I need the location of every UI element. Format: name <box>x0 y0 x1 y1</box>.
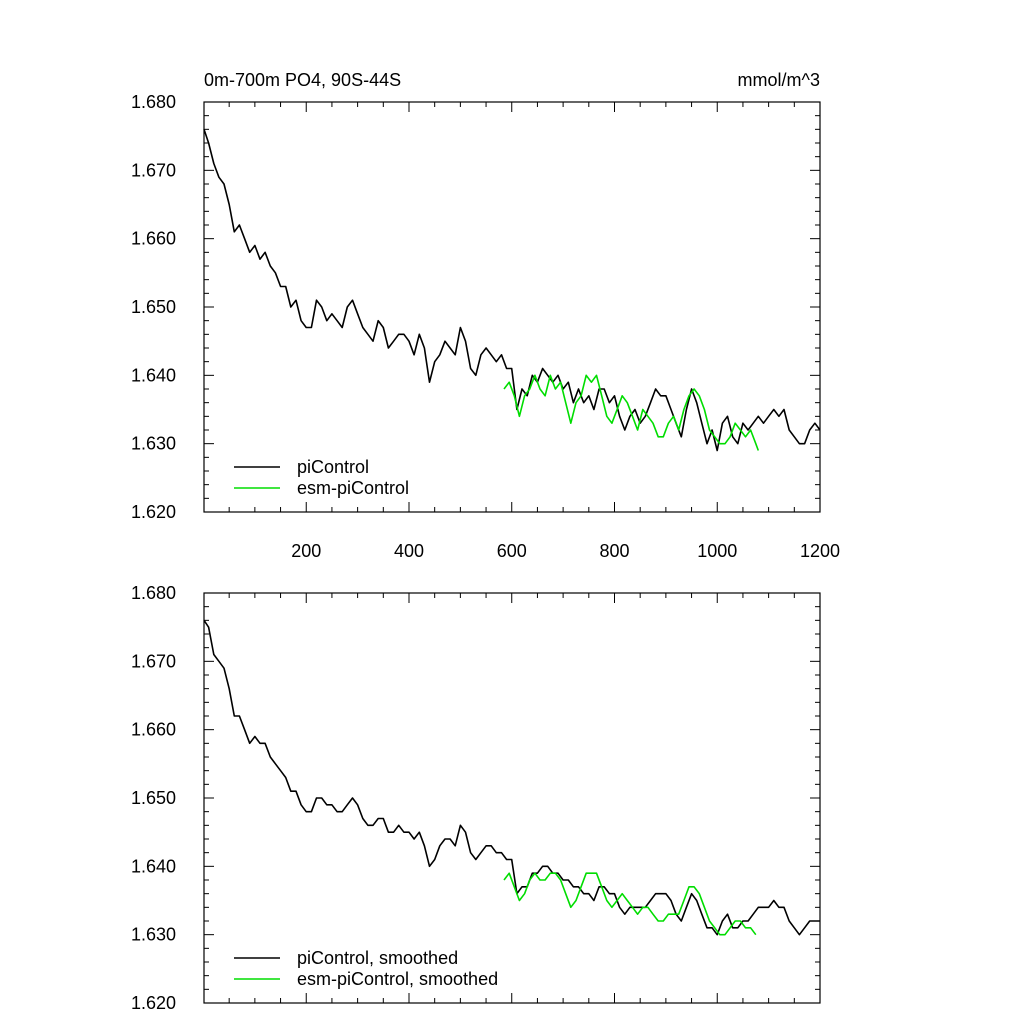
legend-label: esm-piControl <box>297 478 409 498</box>
legend-label: esm-piControl, smoothed <box>297 969 498 989</box>
y-tick-label: 1.640 <box>131 365 176 385</box>
x-tick-label: 800 <box>599 541 629 561</box>
y-tick-label: 1.620 <box>131 993 176 1013</box>
series-line-picontrol-smoothed <box>203 619 820 936</box>
y-tick-label: 1.630 <box>131 434 176 454</box>
top-panel: 1.620 1.630 1.640 1.650 1.660 1.670 1.680 200 40… <box>131 92 840 561</box>
series-line-esm-picontrol <box>503 374 760 451</box>
x-tick-label: 400 <box>394 541 424 561</box>
y-tick-label: 1.660 <box>131 720 176 740</box>
x-tick-label: 600 <box>497 541 527 561</box>
x-tick-label: 1200 <box>800 541 840 561</box>
series-line-picontrol <box>203 129 821 452</box>
y-tick-label: 1.680 <box>131 92 176 112</box>
plot-frame <box>203 101 821 513</box>
series-line-esm-picontrol-smoothed <box>503 872 757 936</box>
y-tick-label: 1.670 <box>131 651 176 671</box>
y-tick-label: 1.640 <box>131 856 176 876</box>
y-tick-label: 1.630 <box>131 925 176 945</box>
x-tick-label: 1000 <box>697 541 737 561</box>
units-label: mmol/m^3 <box>738 70 820 90</box>
y-tick-label: 1.680 <box>131 583 176 603</box>
y-tick-label: 1.670 <box>131 160 176 180</box>
plot-frame <box>203 592 821 1004</box>
legend-label: piControl <box>297 457 369 477</box>
y-tick-label: 1.620 <box>131 502 176 522</box>
y-tick-label: 1.660 <box>131 229 176 249</box>
y-tick-label: 1.650 <box>131 297 176 317</box>
bottom-panel: 1.620 1.630 1.640 1.650 1.660 1.670 1.680 piCon… <box>131 583 821 1013</box>
chart-title: 0m-700m PO4, 90S-44S <box>204 70 401 90</box>
y-tick-label: 1.650 <box>131 788 176 808</box>
x-tick-label: 200 <box>291 541 321 561</box>
legend-label: piControl, smoothed <box>297 948 458 968</box>
